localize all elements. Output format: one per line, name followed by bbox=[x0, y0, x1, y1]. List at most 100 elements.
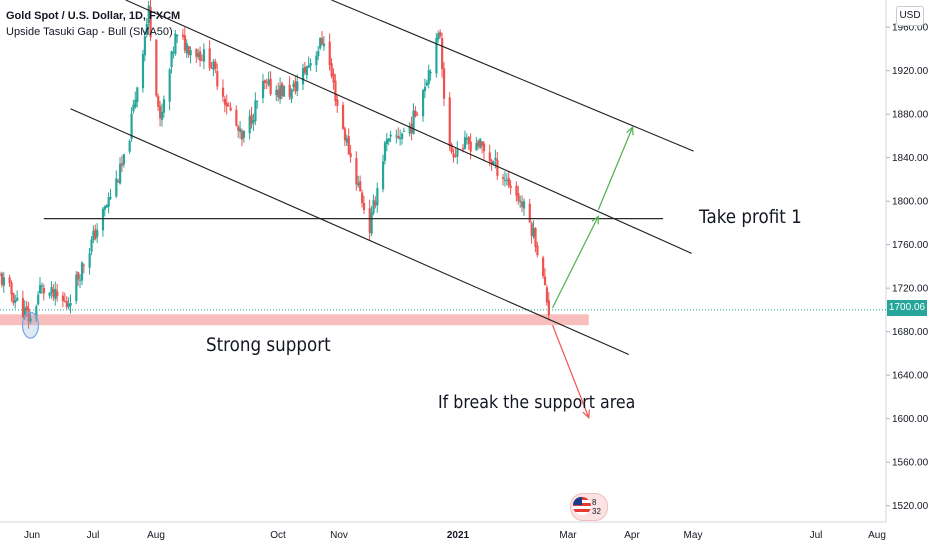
candle-up bbox=[429, 72, 432, 74]
candle-down bbox=[183, 35, 187, 51]
candle-up bbox=[134, 99, 137, 107]
candle-up bbox=[427, 70, 430, 84]
candle-up bbox=[479, 138, 482, 148]
candle-up bbox=[160, 111, 164, 120]
candle-up bbox=[128, 141, 131, 152]
candle-down bbox=[117, 180, 120, 183]
candle-down bbox=[528, 203, 531, 223]
candle-up bbox=[292, 83, 295, 87]
candle-down bbox=[294, 81, 297, 92]
candle-up bbox=[174, 33, 177, 54]
candle-down bbox=[332, 73, 335, 83]
candle-up bbox=[412, 110, 415, 135]
candle-up bbox=[96, 230, 99, 237]
candle-up bbox=[39, 285, 42, 294]
time-tick-label: Apr bbox=[624, 530, 640, 541]
candle-down bbox=[250, 114, 253, 125]
candle-up bbox=[317, 50, 320, 56]
candle-down bbox=[223, 98, 227, 105]
candle-down bbox=[263, 80, 267, 83]
candle-down bbox=[52, 289, 55, 297]
price-tick-label: 1960.00 bbox=[892, 23, 929, 34]
candle-up bbox=[147, 5, 150, 24]
candle-down bbox=[288, 84, 291, 97]
candle-down bbox=[334, 80, 337, 102]
price-tick-label: 1920.00 bbox=[892, 66, 929, 77]
candle-up bbox=[197, 52, 200, 58]
bearish-arrow-head-3 bbox=[582, 409, 590, 419]
candle-down bbox=[543, 276, 547, 286]
bearish-arrow-3 bbox=[552, 324, 590, 418]
candle-down bbox=[227, 105, 230, 107]
time-tick-label: Oct bbox=[270, 530, 286, 541]
candle-down bbox=[469, 141, 472, 152]
candle-up bbox=[505, 179, 509, 181]
candle-down bbox=[225, 102, 228, 107]
time-tick-label: Jul bbox=[810, 530, 823, 541]
candle-up bbox=[2, 277, 6, 286]
candle-up bbox=[105, 205, 108, 208]
price-tick-label: 1720.00 bbox=[892, 284, 929, 295]
candle-down bbox=[94, 229, 97, 239]
candle-down bbox=[240, 131, 244, 140]
candle-down bbox=[155, 39, 158, 96]
candle-down bbox=[321, 37, 324, 45]
candle-up bbox=[372, 199, 375, 214]
candle-up bbox=[423, 86, 427, 92]
breakdown-label: If break the support area bbox=[438, 392, 636, 413]
candle-up bbox=[402, 130, 406, 132]
currency-button[interactable]: USD bbox=[896, 6, 924, 26]
price-tick-label: 1840.00 bbox=[892, 153, 929, 164]
indicator-title[interactable]: Upside Tasuki Gap - Bull (SMA50) bbox=[6, 26, 173, 38]
candle-down bbox=[265, 81, 268, 83]
candle-down bbox=[277, 89, 280, 98]
candle-down bbox=[509, 185, 512, 188]
price-tick-label: 1680.00 bbox=[892, 327, 929, 338]
candle-up bbox=[122, 154, 126, 165]
candle-up bbox=[189, 50, 192, 56]
candle-up bbox=[254, 100, 257, 122]
bullish-arrow-1 bbox=[552, 216, 599, 309]
candle-up bbox=[162, 99, 166, 113]
time-tick-label: May bbox=[684, 530, 703, 541]
candle-down bbox=[328, 41, 331, 66]
candle-down bbox=[187, 45, 190, 55]
economic-event-badge[interactable]: 8 32 bbox=[570, 493, 608, 521]
candle-down bbox=[208, 48, 211, 68]
candle-up bbox=[40, 285, 44, 287]
candle-down bbox=[157, 96, 160, 107]
candle-up bbox=[279, 85, 282, 100]
candle-down bbox=[507, 178, 510, 186]
candle-up bbox=[67, 303, 70, 308]
candle-up bbox=[101, 208, 105, 231]
candle-up bbox=[242, 130, 246, 138]
candle-down bbox=[454, 155, 457, 157]
candle-down bbox=[149, 6, 152, 38]
candle-down bbox=[235, 109, 238, 126]
low-highlight-circle bbox=[21, 311, 40, 339]
candle-down bbox=[441, 38, 444, 69]
candle-up bbox=[119, 163, 122, 184]
candle-down bbox=[515, 185, 518, 196]
price-tick-label: 1800.00 bbox=[892, 197, 929, 208]
time-tick-label: Jul bbox=[87, 530, 100, 541]
candle-down bbox=[221, 87, 225, 97]
candle-down bbox=[490, 160, 493, 164]
candle-up bbox=[319, 37, 322, 49]
time-tick-label: Mar bbox=[559, 530, 577, 541]
candle-down bbox=[25, 306, 28, 311]
candle-up bbox=[435, 37, 438, 74]
candle-down bbox=[481, 141, 484, 146]
candle-up bbox=[0, 274, 2, 276]
candle-down bbox=[416, 114, 419, 116]
candle-up bbox=[75, 274, 78, 302]
candle-down bbox=[10, 282, 13, 295]
candle-up bbox=[136, 87, 139, 103]
candle-down bbox=[27, 308, 30, 322]
symbol-title[interactable]: Gold Spot / U.S. Dollar, 1D, FXCM bbox=[6, 10, 181, 22]
candle-down bbox=[82, 264, 86, 266]
last-price-label: 1700.06 bbox=[887, 300, 927, 316]
time-tick-label: Jun bbox=[24, 530, 40, 541]
candle-down bbox=[482, 143, 486, 152]
